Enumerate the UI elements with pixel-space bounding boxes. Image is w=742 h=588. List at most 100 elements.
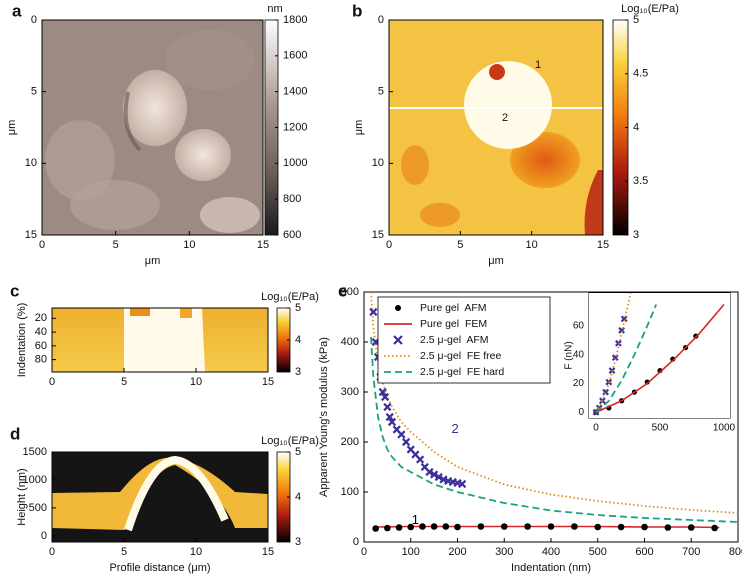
x-tick-label: 15 xyxy=(597,239,609,251)
data-point xyxy=(687,524,695,531)
y-axis-label: μm xyxy=(6,120,18,136)
data-point xyxy=(594,523,602,531)
series-line xyxy=(595,303,725,413)
data-point xyxy=(664,524,672,531)
colorbar-tick-label: 4 xyxy=(633,121,639,133)
data-point xyxy=(524,523,531,530)
y-tick-label: 0 xyxy=(378,14,384,26)
y-tick-label: 400 xyxy=(341,336,359,348)
y-axis-label: Indentation (%) xyxy=(16,303,28,378)
x-tick-label: 5 xyxy=(113,239,119,251)
legend-marker xyxy=(395,305,401,311)
annotation: 2 xyxy=(452,421,459,436)
x-tick-label: 700 xyxy=(682,546,700,558)
colorbar-label: Log₁₀(E/Pa) xyxy=(621,3,679,15)
series-line xyxy=(595,293,632,413)
x-tick-label: 500 xyxy=(589,546,607,558)
x-tick-label: 400 xyxy=(542,546,560,558)
x-tick-label: 15 xyxy=(262,376,274,388)
legend-label: 2.5 μ-gel FE free xyxy=(420,350,501,362)
legend-marker xyxy=(393,335,403,345)
data-point xyxy=(442,523,450,530)
x-tick-label: 0 xyxy=(386,239,392,251)
y-axis-label: F (nN) xyxy=(564,341,575,369)
data-point xyxy=(401,437,411,447)
inset-background xyxy=(589,293,730,418)
y-tick-label: 5 xyxy=(31,86,37,98)
y-tick-label: 200 xyxy=(341,436,359,448)
panel-label: a xyxy=(12,1,22,20)
colorbar-tick-label: 5 xyxy=(295,446,301,458)
y-axis-label: Apparent Young's modulus (kPa) xyxy=(318,337,330,497)
plot-frame xyxy=(388,19,604,236)
y-tick-label: 1000 xyxy=(23,474,47,486)
y-tick-label: 300 xyxy=(341,386,359,398)
y-tick-label: 40 xyxy=(35,326,47,338)
data-point xyxy=(384,524,391,532)
panel-label: c xyxy=(10,281,19,300)
panel-label: b xyxy=(352,1,362,20)
data-point xyxy=(383,402,392,412)
x-tick-label: 15 xyxy=(262,546,274,558)
x-tick-label: 800 xyxy=(729,546,742,558)
x-tick-label: 10 xyxy=(190,376,202,388)
data-point xyxy=(547,523,555,530)
y-tick-label: 20 xyxy=(573,378,585,389)
y-tick-label: 15 xyxy=(25,229,37,241)
data-point xyxy=(425,467,434,477)
x-tick-label: 10 xyxy=(190,546,202,558)
x-tick-label: 5 xyxy=(121,376,127,388)
x-tick-label: 0 xyxy=(39,239,45,251)
colorbar-tick-label: 5 xyxy=(633,14,639,26)
plot-frame xyxy=(51,451,269,543)
x-tick-label: 5 xyxy=(121,546,127,558)
data-point xyxy=(434,472,443,482)
colorbar-tick-label: 3 xyxy=(295,366,301,378)
x-axis-label: Profile distance (μm) xyxy=(109,562,210,574)
x-axis-label: Indentation (nm) xyxy=(511,562,591,574)
colorbar-label: Log₁₀(E/Pa) xyxy=(261,435,319,447)
data-point xyxy=(458,479,467,489)
y-tick-label: 20 xyxy=(35,312,47,324)
y-tick-label: 15 xyxy=(372,229,384,241)
legend-label: 2.5 μ-gel AFM xyxy=(420,334,489,346)
y-tick-label: 0 xyxy=(31,14,37,26)
data-point xyxy=(641,523,648,531)
colorbar-tick-label: 600 xyxy=(283,229,301,241)
data-point xyxy=(430,470,439,479)
x-tick-label: 15 xyxy=(257,239,269,251)
colorbar-tick-label: 5 xyxy=(295,302,301,314)
data-point xyxy=(500,523,508,530)
colorbar-tick-label: 4.5 xyxy=(633,68,648,80)
data-point xyxy=(430,523,438,530)
annotation: 2 xyxy=(502,112,508,124)
plot-frame xyxy=(51,307,269,373)
data-point xyxy=(416,455,425,464)
x-tick-label: 0 xyxy=(49,376,55,388)
data-point xyxy=(378,387,387,397)
data-point xyxy=(372,525,379,532)
colorbar-tick-label: 1800 xyxy=(283,14,307,26)
data-point xyxy=(419,523,426,530)
y-tick-label: 1500 xyxy=(23,446,47,458)
x-tick-label: 0 xyxy=(49,546,55,558)
data-point xyxy=(571,523,578,530)
y-tick-label: 60 xyxy=(35,340,47,352)
indentation-map xyxy=(52,308,268,372)
x-tick-label: 300 xyxy=(495,546,513,558)
profile-map xyxy=(52,452,268,542)
legend-label: 2.5 μ-gel FE hard xyxy=(420,366,504,378)
x-tick-label: 10 xyxy=(526,239,538,251)
x-tick-label: 200 xyxy=(448,546,466,558)
y-tick-label: 80 xyxy=(35,354,47,366)
colorbar-label: nm xyxy=(267,3,282,15)
annotation: 1 xyxy=(535,59,541,71)
colorbar-tick-label: 3 xyxy=(633,229,639,241)
series-line xyxy=(370,336,738,523)
colorbar-tick-label: 1400 xyxy=(283,86,307,98)
y-tick-label: 5 xyxy=(378,86,384,98)
legend-label: Pure gel AFM xyxy=(420,302,487,314)
colorbar-tick-label: 3.5 xyxy=(633,175,648,187)
colorbar-tick-label: 3 xyxy=(295,536,301,548)
y-tick-label: 0 xyxy=(353,536,359,548)
